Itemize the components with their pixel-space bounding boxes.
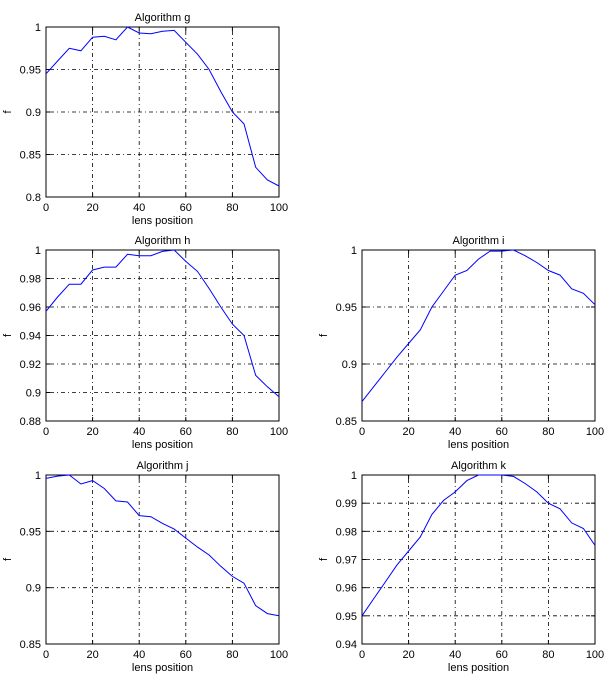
data-line: [45, 26, 280, 187]
x-tick-label: 20: [402, 649, 414, 661]
x-tick-label: 0: [359, 426, 365, 438]
subplot-h: 0 20 40 60 80 100 0.88 0.9 0.92 0.94 0.96 0.98 1 Algo…: [2, 235, 288, 451]
x-tick-label: 60: [180, 649, 192, 661]
x-tick-label: 40: [449, 649, 461, 661]
chart-title: Algorithm k: [451, 460, 507, 472]
y-tick-label: 1: [35, 22, 41, 34]
y-axis-label: f: [2, 110, 14, 114]
y-tick-label: 0.98: [20, 274, 41, 286]
x-tick-label: 100: [586, 649, 604, 661]
x-axis-label: lens position: [448, 662, 509, 674]
y-tick-label: 0.94: [336, 639, 357, 651]
plot-area: [361, 249, 596, 422]
y-tick-label: 0.85: [20, 150, 41, 162]
x-tick-label: 100: [270, 649, 288, 661]
y-tick-label: 0.98: [336, 526, 357, 538]
y-axis-label: f: [318, 333, 330, 337]
y-tick-label: 0.9: [342, 359, 357, 371]
y-tick-label: 0.85: [20, 639, 41, 651]
y-tick-label: 0.96: [20, 302, 41, 314]
y-tick-label: 1: [35, 470, 41, 482]
x-tick-label: 60: [180, 426, 192, 438]
x-tick-label: 60: [180, 202, 192, 214]
y-axis-label: f: [318, 557, 330, 561]
x-tick-label: 20: [86, 426, 98, 438]
y-axis-label: f: [2, 333, 14, 337]
subplot-g: 0 20 40 60 80 100 0.8 0.85 0.9 0.95 1 Algorithm g le…: [2, 12, 288, 227]
plot-area: [45, 474, 280, 645]
y-tick-label: 0.9: [26, 388, 41, 400]
x-tick-label: 20: [402, 426, 414, 438]
x-tick-label: 20: [86, 649, 98, 661]
y-tick-label: 1: [351, 245, 357, 257]
chart-title: Algorithm h: [135, 235, 191, 247]
x-tick-label: 60: [496, 649, 508, 661]
y-tick-label: 0.8: [26, 192, 41, 204]
subplot-k: 0 20 40 60 80 100 0.94 0.95 0.96 0.97 0.98 0.99 1 Alg…: [318, 460, 604, 674]
x-tick-label: 80: [542, 426, 554, 438]
chart-title: Algorithm i: [453, 235, 505, 247]
subplot-j: 0 20 40 60 80 100 0.85 0.9 0.95 1 Algorithm j lens …: [2, 460, 288, 674]
x-tick-label: 60: [496, 426, 508, 438]
x-axis-label: lens position: [448, 439, 509, 451]
x-tick-label: 100: [270, 202, 288, 214]
x-tick-label: 0: [359, 649, 365, 661]
y-tick-label: 1: [351, 470, 357, 482]
y-tick-label: 0.9: [26, 583, 41, 595]
data-line: [361, 474, 596, 617]
y-tick-label: 0.95: [336, 302, 357, 314]
y-tick-label: 0.95: [336, 611, 357, 623]
chart-title: Algorithm g: [135, 12, 191, 24]
y-tick-label: 0.88: [20, 416, 41, 428]
x-tick-label: 0: [43, 649, 49, 661]
y-tick-label: 0.85: [336, 416, 357, 428]
y-tick-label: 0.95: [20, 65, 41, 77]
x-tick-label: 40: [133, 426, 145, 438]
x-axis-label: lens position: [132, 439, 193, 451]
y-tick-label: 1: [35, 245, 41, 257]
x-axis-label: lens position: [132, 215, 193, 227]
y-tick-label: 0.95: [20, 526, 41, 538]
x-tick-label: 100: [586, 426, 604, 438]
y-tick-label: 0.9: [26, 107, 41, 119]
x-tick-label: 80: [226, 426, 238, 438]
x-axis-label: lens position: [132, 662, 193, 674]
data-line: [361, 249, 596, 402]
subplot-i: 0 20 40 60 80 100 0.85 0.9 0.95 1 Algorithm i lens …: [318, 235, 604, 451]
y-axis-label: f: [2, 557, 14, 561]
x-tick-label: 40: [133, 202, 145, 214]
data-line: [45, 249, 280, 398]
x-tick-label: 0: [43, 202, 49, 214]
chart-title: Algorithm j: [137, 460, 189, 472]
x-tick-label: 80: [226, 202, 238, 214]
x-tick-label: 0: [43, 426, 49, 438]
y-tick-label: 0.99: [336, 498, 357, 510]
x-tick-label: 40: [133, 649, 145, 661]
x-tick-label: 80: [542, 649, 554, 661]
x-tick-label: 40: [449, 426, 461, 438]
y-tick-label: 0.97: [336, 555, 357, 567]
y-tick-label: 0.92: [20, 359, 41, 371]
x-tick-label: 80: [226, 649, 238, 661]
y-tick-label: 0.96: [336, 583, 357, 595]
x-tick-label: 100: [270, 426, 288, 438]
x-tick-label: 20: [86, 202, 98, 214]
y-tick-label: 0.94: [20, 331, 41, 343]
data-line: [45, 474, 280, 617]
